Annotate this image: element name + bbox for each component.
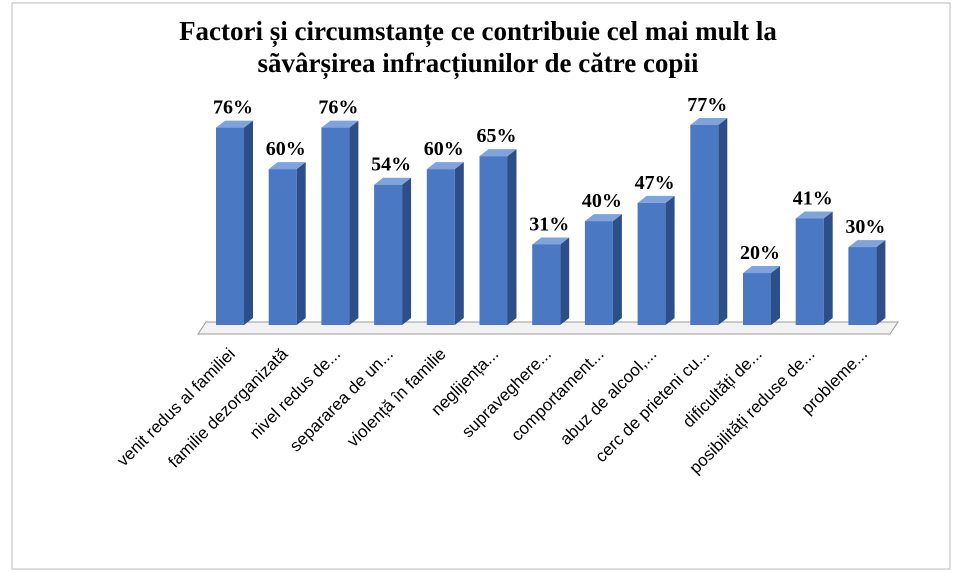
bar xyxy=(584,221,613,325)
bar-top xyxy=(321,120,359,128)
bar-side xyxy=(823,211,833,325)
bar-side xyxy=(507,149,517,325)
value-label: 40% xyxy=(582,190,622,212)
bar-top xyxy=(584,214,622,222)
bar xyxy=(848,247,877,325)
bar-top xyxy=(637,195,675,203)
bar-side xyxy=(718,118,728,325)
value-label: 30% xyxy=(845,216,885,238)
bar-top xyxy=(268,162,306,170)
bar xyxy=(426,169,455,325)
bar-top xyxy=(479,149,517,157)
bar-side xyxy=(771,266,780,325)
bar-top xyxy=(374,177,412,185)
bar xyxy=(268,169,297,325)
bar xyxy=(374,184,403,325)
value-label: 65% xyxy=(477,125,517,147)
bar-top xyxy=(848,240,886,248)
value-label: 60% xyxy=(424,138,464,160)
bar-side xyxy=(665,195,675,325)
bar-side xyxy=(560,237,570,325)
bar xyxy=(532,244,561,325)
bar-top xyxy=(426,162,464,170)
bar-top xyxy=(532,237,570,245)
bar xyxy=(637,202,666,325)
value-label: 77% xyxy=(687,94,727,116)
bar-side xyxy=(244,120,253,325)
value-label: 20% xyxy=(740,242,780,264)
bar xyxy=(321,127,350,325)
bar-side xyxy=(296,162,306,325)
title-line: sãvârșirea infracțiunilor de către copii xyxy=(258,48,699,79)
bar-top xyxy=(743,266,780,274)
bar-top xyxy=(690,118,728,125)
bar-side xyxy=(454,162,464,325)
value-label: 60% xyxy=(266,138,306,160)
value-label: 47% xyxy=(635,172,675,194)
bar xyxy=(743,273,771,325)
value-label: 31% xyxy=(529,213,569,235)
bar xyxy=(795,218,824,325)
bar xyxy=(690,125,719,325)
bar-top xyxy=(216,120,253,128)
bar-side xyxy=(349,120,359,325)
value-label: 76% xyxy=(213,97,253,119)
title-line: Factori și circumstanțe ce contribuie ce… xyxy=(179,16,777,47)
value-label: 76% xyxy=(318,97,358,119)
bar xyxy=(479,156,508,325)
value-label: 41% xyxy=(793,188,833,210)
chart-title: Factori și circumstanțe ce contribuie ce… xyxy=(179,16,777,79)
bar-side xyxy=(876,240,886,325)
bar-top xyxy=(795,211,833,219)
bar xyxy=(216,127,244,325)
bar-side xyxy=(402,177,412,325)
floor xyxy=(197,321,899,335)
value-label: 54% xyxy=(371,154,411,176)
bar-side xyxy=(612,214,622,325)
